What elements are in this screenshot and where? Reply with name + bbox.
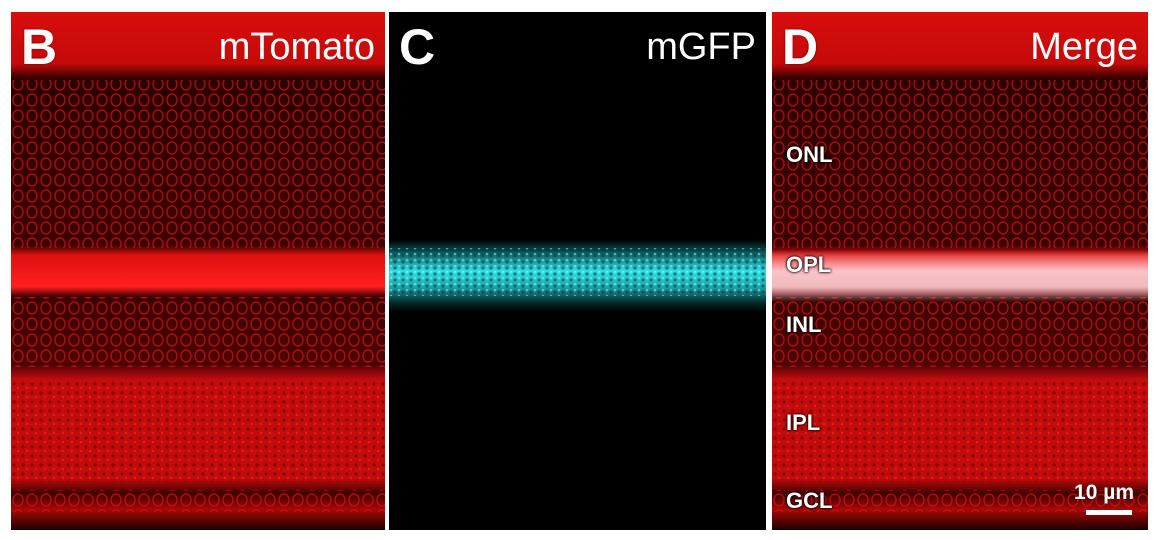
scale-bar-label: 10 µm (1074, 481, 1134, 504)
panel-letter: B (21, 19, 58, 75)
panel-letter: C (399, 19, 436, 75)
panel-b-mtomato: B mTomato (11, 12, 385, 530)
panel-c-mgfp: C mGFP (389, 12, 766, 530)
mtomato-image (11, 12, 385, 530)
panel-d-merge: D Merge ONL OPL INL IPL GCL 10 µm (772, 12, 1148, 530)
layer-label-inl: INL (786, 312, 822, 337)
scale-bar (1086, 510, 1132, 515)
channel-label: Merge (1030, 26, 1138, 68)
panel-letter: D (782, 19, 819, 75)
layer-label-onl: ONL (786, 142, 833, 167)
layer-label-opl: OPL (786, 252, 832, 277)
merge-image (772, 12, 1148, 530)
layer-label-ipl: IPL (786, 410, 821, 435)
channel-label: mGFP (646, 26, 756, 68)
layer-label-gcl: GCL (786, 488, 833, 513)
channel-label: mTomato (218, 26, 375, 68)
mgfp-image (389, 12, 766, 530)
